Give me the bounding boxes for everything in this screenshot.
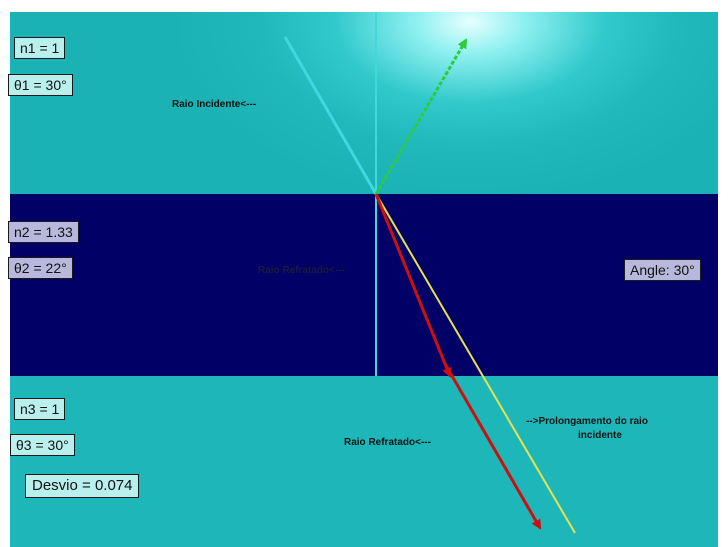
- incident-ray: [285, 37, 376, 194]
- incident-extension-line: [376, 194, 575, 533]
- n2-box: n2 = 1.33: [8, 221, 79, 243]
- n3-box: n3 = 1: [14, 398, 65, 420]
- refracted-ray-middle: [376, 194, 450, 376]
- incident-ray-label: Raio Incidente<---: [172, 99, 256, 110]
- desvio-box: Desvio = 0.074: [25, 474, 139, 498]
- angle-box: Angle: 30°: [624, 259, 701, 281]
- extension-label-line2: incidente: [578, 430, 622, 441]
- n1-box: n1 = 1: [14, 37, 65, 59]
- refracted-ray-bottom-label: Raio Refratado<---: [344, 437, 431, 448]
- refracted-ray-bottom: [444, 362, 540, 528]
- reflected-ray: [376, 40, 466, 194]
- extension-label-line1: -->Prolongamento do raio: [526, 416, 648, 427]
- theta2-box: θ2 = 22°: [8, 257, 73, 279]
- refracted-ray-middle-label: Raio Refratado<---: [258, 265, 345, 276]
- theta3-box: θ3 = 30°: [10, 434, 75, 456]
- theta1-box: θ1 = 30°: [8, 74, 73, 96]
